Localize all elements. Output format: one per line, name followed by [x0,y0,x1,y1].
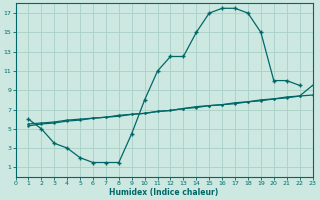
X-axis label: Humidex (Indice chaleur): Humidex (Indice chaleur) [109,188,219,197]
